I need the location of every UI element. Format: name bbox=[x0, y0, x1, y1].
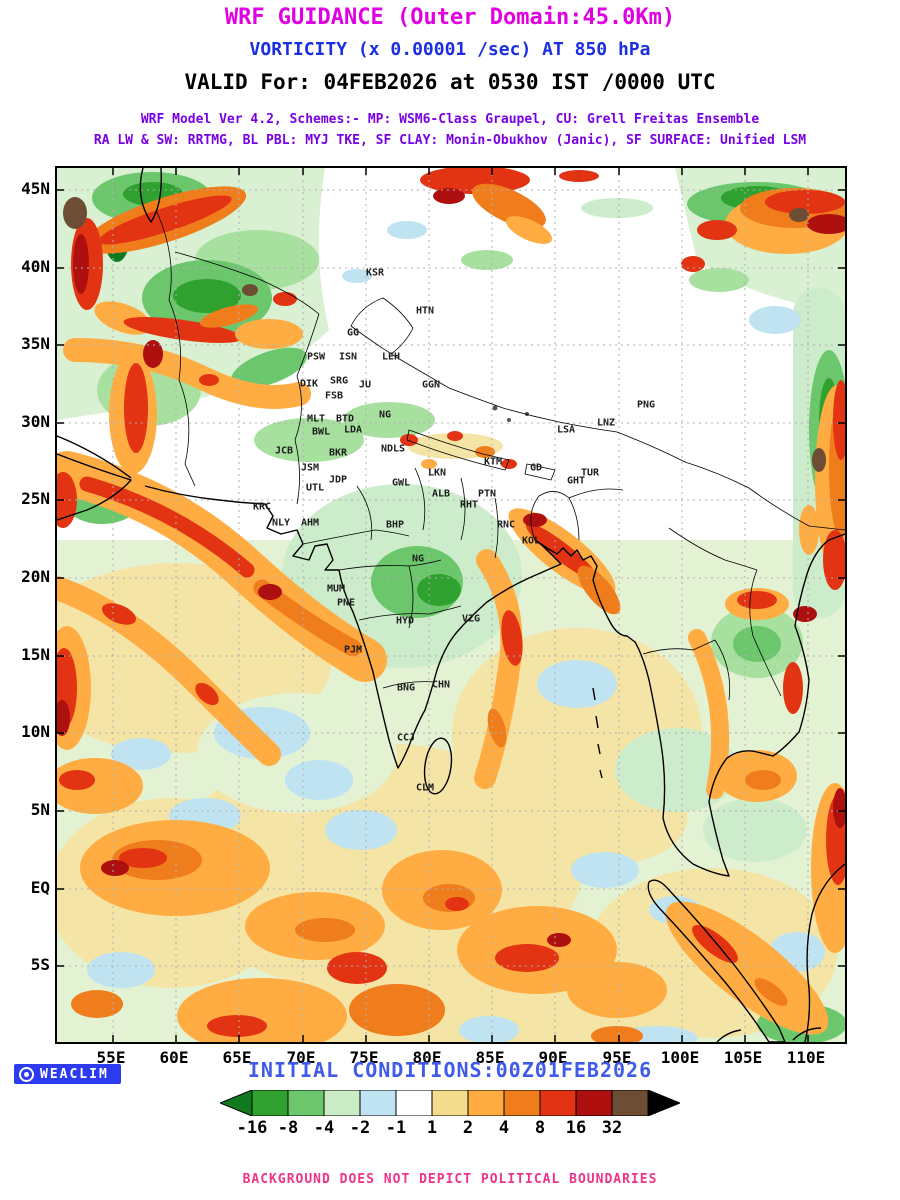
station-label-ju: JU bbox=[358, 379, 372, 391]
colorbar-level-label: 16 bbox=[565, 1118, 587, 1138]
valid-time-line: VALID For: 04FEB2026 at 0530 IST /0000 U… bbox=[184, 70, 716, 94]
lat-tick-label: 35N bbox=[21, 334, 50, 353]
colorbar-level-label: 32 bbox=[601, 1118, 623, 1138]
station-label-ksr: KSR bbox=[365, 267, 385, 279]
station-label-lkn: LKN bbox=[427, 467, 447, 479]
station-label-krc: KRC bbox=[252, 501, 272, 513]
station-label-lnz: LNZ bbox=[596, 417, 616, 429]
colorbar-level-label: -16 bbox=[236, 1118, 268, 1138]
station-label-btd: BTD bbox=[335, 413, 355, 425]
colorbar-level-label: -2 bbox=[349, 1118, 371, 1138]
station-label-jdp: JDP bbox=[328, 474, 348, 486]
station-label-ng: NG bbox=[378, 409, 392, 421]
station-label-alb: ALB bbox=[431, 488, 451, 500]
station-label-bng: BNG bbox=[396, 682, 416, 694]
station-label-ggn: GGN bbox=[421, 379, 441, 391]
station-label-gg: GG bbox=[346, 327, 360, 339]
colorbar-level-label: -4 bbox=[313, 1118, 335, 1138]
disclaimer-text: BACKGROUND DOES NOT DEPICT POLITICAL BOU… bbox=[242, 1172, 658, 1187]
station-label-lsa: LSA bbox=[556, 424, 576, 436]
station-label-mlt: MLT bbox=[306, 413, 326, 425]
colorbar-level-label: -8 bbox=[277, 1118, 299, 1138]
station-label-clm: CLM bbox=[415, 782, 435, 794]
map-area: KSR HTN GG PSW ISN LEH DIK SRG JU GGN FSB MLT BTD NG B… bbox=[55, 166, 847, 1044]
colorbar-labels: -16 -8 -4 -2 -1 1 2 4 8 16 32 bbox=[220, 1118, 680, 1140]
station-label-ktm: KTM bbox=[483, 456, 503, 468]
station-label-bhp: BHP bbox=[385, 519, 405, 531]
lat-tick-label: 45N bbox=[21, 179, 50, 198]
weaclim-logo: WEACLIM bbox=[14, 1064, 121, 1084]
lat-tick-label: 30N bbox=[21, 412, 50, 431]
station-label-rnc: RNC bbox=[496, 519, 516, 531]
station-label-ccj: CCJ bbox=[396, 732, 416, 744]
coastlines bbox=[57, 168, 845, 1042]
boundaries bbox=[156, 211, 845, 701]
station-label-mum: MUM bbox=[326, 583, 346, 595]
station-label-utl: UTL bbox=[305, 482, 325, 494]
colorbar-level-label: 4 bbox=[498, 1118, 510, 1138]
weaclim-logo-text: WEACLIM bbox=[40, 1066, 109, 1082]
colorbar-level-label: 1 bbox=[426, 1118, 438, 1138]
lat-tick-label: 25N bbox=[21, 489, 50, 508]
station-label-bwl: BWL bbox=[311, 426, 331, 438]
station-label-tur: TUR bbox=[580, 467, 600, 479]
station-label-htn: HTN bbox=[415, 305, 435, 317]
station-label-pjm: PJM bbox=[343, 644, 363, 656]
station-label-srg: SRG bbox=[329, 375, 349, 387]
lat-tick-label: 10N bbox=[21, 722, 50, 741]
station-label-bkr: BKR bbox=[328, 447, 348, 459]
station-label-fsb: FSB bbox=[324, 390, 344, 402]
station-labels-layer: KSR HTN GG PSW ISN LEH DIK SRG JU GGN FSB MLT BTD NG B… bbox=[57, 168, 845, 1042]
lat-tick-label: 15N bbox=[21, 645, 50, 664]
initial-conditions-text: INITIAL CONDITIONS:00Z01FEB2026 bbox=[247, 1058, 653, 1082]
station-label-vzg: VZG bbox=[461, 613, 481, 625]
model-scheme-line-1: WRF Model Ver 4.2, Schemes:- MP: WSM6-Cl… bbox=[140, 112, 760, 127]
station-label-kol: KOL bbox=[521, 535, 541, 547]
lat-tick-label: 20N bbox=[21, 567, 50, 586]
weaclim-logo-icon bbox=[19, 1066, 34, 1082]
chart-title: WRF GUIDANCE (Outer Domain:45.0Km) bbox=[224, 5, 676, 30]
station-label-ptn: PTN bbox=[477, 488, 497, 500]
station-label-jcb: JCB bbox=[274, 445, 294, 457]
colorbar-level-label: 8 bbox=[534, 1118, 546, 1138]
station-label-gd: GD bbox=[529, 462, 543, 474]
station-label-isn: ISN bbox=[338, 351, 358, 363]
colorbar-level-label: -1 bbox=[385, 1118, 407, 1138]
model-scheme-line-2: RA LW & SW: RRTMG, BL PBL: MYJ TKE, SF C… bbox=[93, 133, 807, 148]
station-label-ng: NG bbox=[411, 553, 425, 565]
lat-tick-label: 5N bbox=[30, 800, 50, 819]
lat-tick-label: 40N bbox=[21, 257, 50, 276]
lat-tick-label: EQ bbox=[30, 878, 50, 897]
station-label-ahm: AHM bbox=[300, 517, 320, 529]
station-label-ndls: NDLS bbox=[380, 443, 406, 455]
station-label-rht: RHT bbox=[459, 499, 479, 511]
station-label-hyd: HYD bbox=[395, 615, 415, 627]
station-label-jsm: JSM bbox=[300, 462, 320, 474]
vorticity-contour-map bbox=[57, 168, 845, 1042]
station-label-dik: DIK bbox=[299, 378, 319, 390]
station-label-chn: CHN bbox=[431, 679, 451, 691]
station-label-lda: LDA bbox=[343, 424, 363, 436]
colorbar bbox=[220, 1090, 680, 1116]
station-label-ght: GHT bbox=[566, 475, 586, 487]
chart-subtitle: VORTICITY (x 0.00001 /sec) AT 850 hPa bbox=[249, 39, 651, 60]
station-label-nly: NLY bbox=[271, 517, 291, 529]
station-label-psw: PSW bbox=[306, 351, 326, 363]
station-label-leh: LEH bbox=[381, 351, 401, 363]
station-label-png: PNG bbox=[636, 399, 656, 411]
station-label-gwl: GWL bbox=[391, 477, 411, 489]
station-label-pne: PNE bbox=[336, 597, 356, 609]
lat-tick-label: 5S bbox=[30, 955, 50, 974]
colorbar-level-label: 2 bbox=[462, 1118, 474, 1138]
